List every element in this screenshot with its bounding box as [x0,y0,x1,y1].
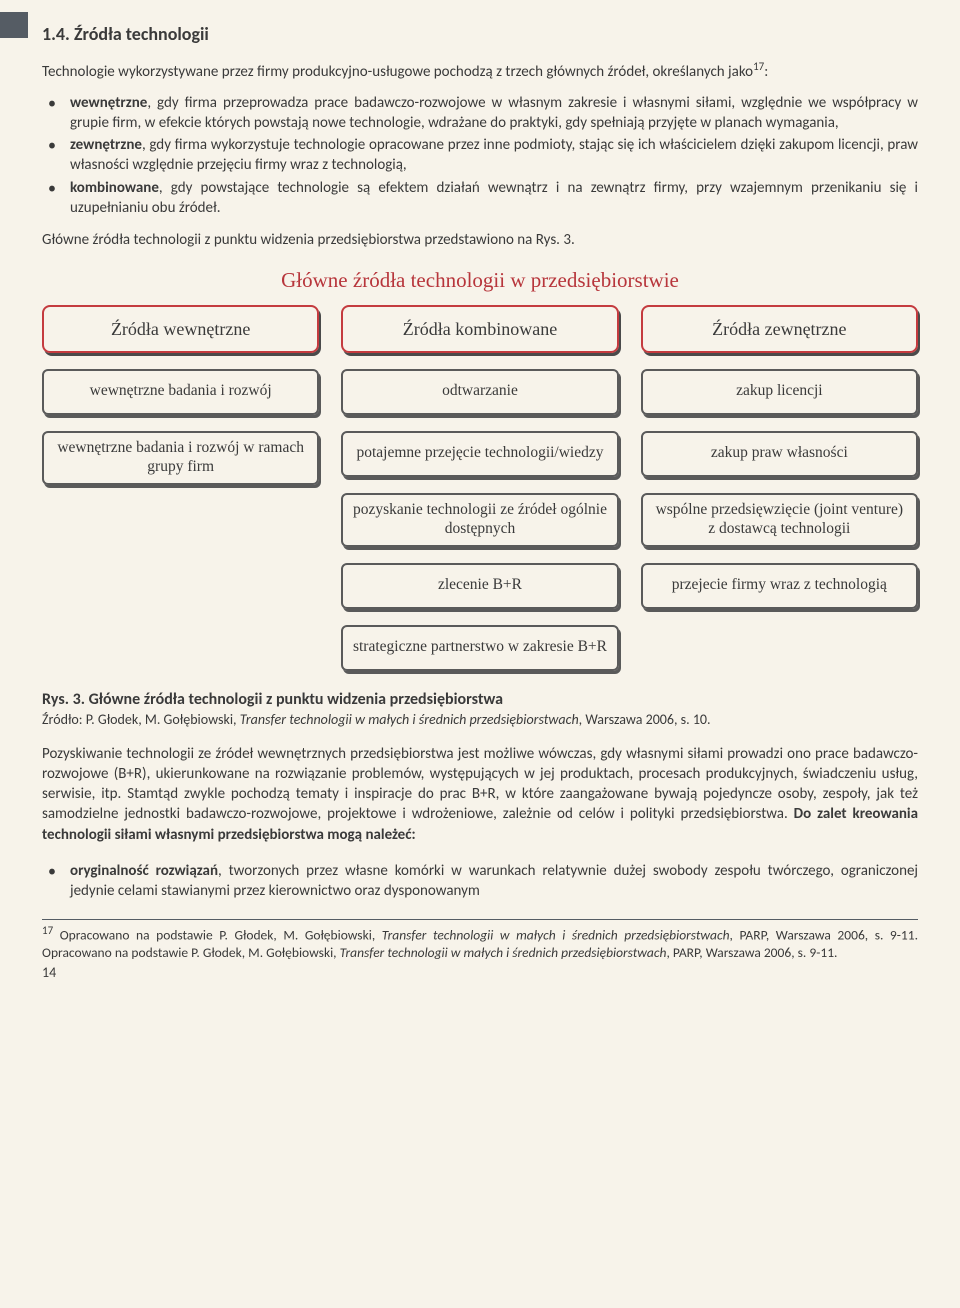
footnote-italic: Transfer technologii w małych i średnich… [382,927,730,944]
diagram-box: wewnętrzne badania i rozwój [42,369,319,415]
list-item: kombinowane, gdy powstające technologie … [64,178,918,219]
list-lead: kombinowane [70,179,159,197]
footnote-text: , PARP, Warszawa 2006, s. 9-11. [666,944,837,961]
intro-text: Technologie wykorzystywane przez firmy p… [42,63,753,81]
footnote-ref: 17 [753,60,764,73]
list-item: zewnętrzne, gdy firma wykorzystuje techn… [64,135,918,176]
diagram-header: Źródła kombinowane [341,305,618,353]
fig-source-suffix: , Warszawa 2006, s. 10. [579,711,711,728]
diagram-box: przejecie firmy wraz z technologią [641,563,918,609]
list-item: oryginalność rozwiązań, tworzonych przez… [64,861,918,902]
fig-source-prefix: Źródło: P. Głodek, M. Gołębiowski, [42,711,240,728]
diagram-title: Główne źródła technologii w przedsiębior… [42,266,918,294]
diagram-header: Źródła zewnętrzne [641,305,918,353]
diagram-box: zakup praw własności [641,431,918,477]
figure-caption: Rys. 3. Główne źródła technologii z punk… [42,689,918,711]
diagram-col-3: Źródła zewnętrzne zakup licencji zakup p… [641,305,918,671]
diagram-box: wspólne przedsięwzięcie (joint venture) … [641,493,918,547]
section-title: Źródła technologii [74,23,209,45]
diagram-col-2: Źródła kombinowane odtwarzanie potajemne… [341,305,618,671]
list-rest: , gdy firma wykorzystuje technologie opr… [70,136,918,174]
list-rest: , gdy firma przeprowadza prace badawczo-… [70,94,918,132]
list-lead: wewnętrzne [70,94,147,112]
para2a: Pozyskiwanie technologii ze źródeł wewnę… [42,745,918,824]
intro-paragraph: Technologie wykorzystywane przez firmy p… [42,60,918,82]
diagram: Źródła wewnętrzne wewnętrzne badania i r… [42,305,918,671]
figure-source: Źródło: P. Głodek, M. Gołębiowski, Trans… [42,711,918,730]
fig-reference-paragraph: Główne źródła technologii z punktu widze… [42,230,918,250]
list-item: wewnętrzne, gdy firma przeprowadza prace… [64,93,918,134]
diagram-header: Źródła wewnętrzne [42,305,319,353]
list-lead: zewnętrzne [70,136,142,154]
body-paragraph: Pozyskiwanie technologii ze źródeł wewnę… [42,744,918,845]
section-heading: 1.4. Źródła technologii [42,22,918,46]
footnote-num: 17 [42,924,53,937]
diagram-box: wewnętrzne badania i rozwój w ramach gru… [42,431,319,485]
diagram-box: zakup licencji [641,369,918,415]
diagram-box: potajemne przejęcie technologii/wiedzy [341,431,618,477]
sources-list: wewnętrzne, gdy firma przeprowadza prace… [42,93,918,219]
fig-source-italic: Transfer technologii w małych i średnich… [240,711,579,728]
advantages-list: oryginalność rozwiązań, tworzonych przez… [42,861,918,902]
footnote: 17 Opracowano na podstawie P. Głodek, M.… [42,919,918,961]
list-rest: , gdy powstające technologie są efektem … [70,179,918,217]
diagram-box: odtwarzanie [341,369,618,415]
corner-tab [0,12,28,38]
diagram-col-1: Źródła wewnętrzne wewnętrzne badania i r… [42,305,319,671]
list-lead: oryginalność rozwiązań [70,862,218,880]
diagram-box: zlecenie B+R [341,563,618,609]
diagram-box: pozyskanie technologii ze źródeł ogólnie… [341,493,618,547]
diagram-box: strategiczne partnerstwo w zakresie B+R [341,625,618,671]
page-number: 14 [42,964,918,983]
footnote-italic: Transfer technologii w małych i średnich… [340,944,667,961]
section-number: 1.4. [42,23,70,45]
footnote-text: Opracowano na podstawie P. Głodek, M. Go… [53,927,382,944]
